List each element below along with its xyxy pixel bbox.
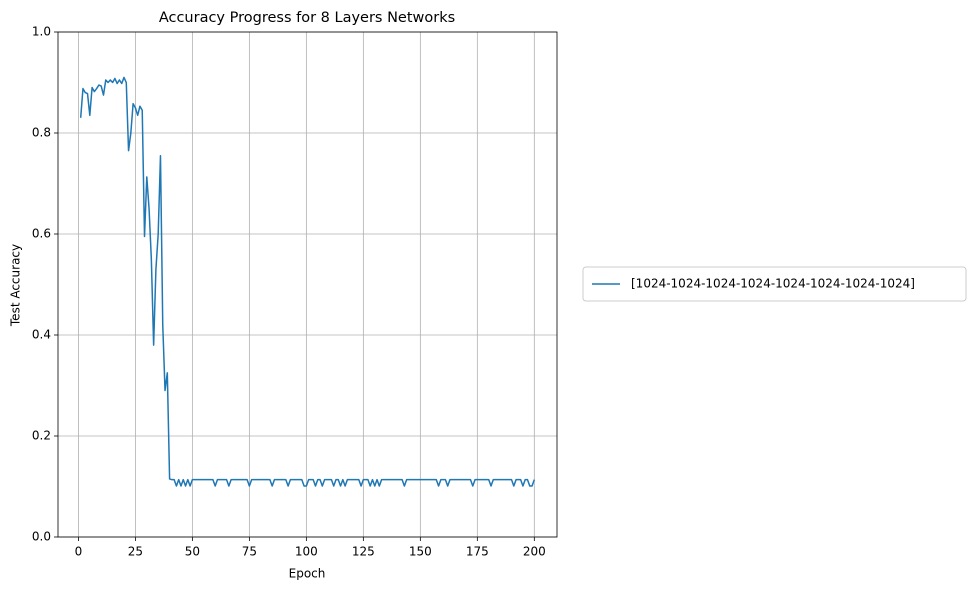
y-tick-label: 0.6	[32, 227, 51, 241]
x-tick-label: 125	[352, 545, 375, 559]
plot-frame	[57, 31, 558, 538]
y-tick-label: 0.2	[32, 429, 51, 443]
y-tick-label: 1.0	[32, 25, 51, 39]
x-tick-label: 75	[242, 545, 257, 559]
x-axis-label: Epoch	[289, 567, 326, 581]
y-axis-label: Test Accuracy	[9, 244, 23, 327]
x-tick-label: 0	[75, 545, 83, 559]
x-tick-label: 50	[185, 545, 200, 559]
x-tick-label: 25	[128, 545, 143, 559]
y-tick-label: 0.8	[32, 126, 51, 140]
x-tick-label: 200	[523, 545, 546, 559]
chart-title: Accuracy Progress for 8 Layers Networks	[159, 10, 455, 26]
y-tick-label: 0.4	[32, 328, 51, 342]
y-tick-label: 0.0	[32, 530, 51, 544]
x-tick-label: 175	[466, 545, 489, 559]
data-line	[79, 76, 536, 487]
legend-box	[582, 266, 967, 302]
legend-label: [1024-1024-1024-1024-1024-1024-1024-1024…	[631, 277, 915, 291]
x-tick-label: 100	[295, 545, 318, 559]
x-tick-label: 150	[409, 545, 432, 559]
